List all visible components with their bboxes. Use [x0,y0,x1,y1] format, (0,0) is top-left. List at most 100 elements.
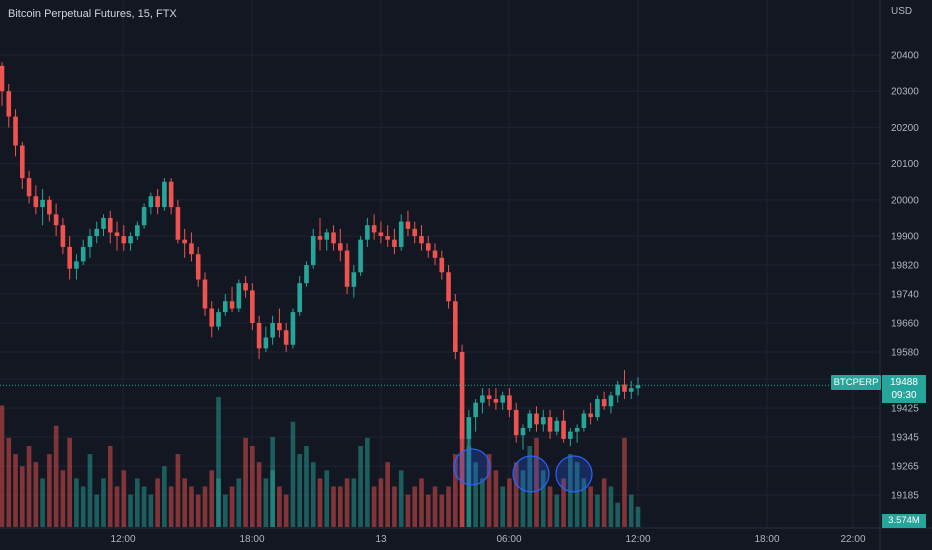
candle-body [182,239,187,244]
candle-body [527,413,533,429]
bar-countdown: 09:30 [891,390,917,401]
candle-body [419,236,424,244]
candle-body [547,417,553,432]
candle-body [270,322,275,338]
volume-bar [500,486,505,527]
candle-body [608,395,614,407]
candle-body [290,312,296,345]
candle-body [0,65,5,92]
candle-body [344,250,350,287]
candle-body [622,384,627,392]
candle-body [337,243,343,251]
volume-bar [554,494,560,527]
volume-bar [520,470,526,527]
candle-body [277,322,282,331]
volume-bar [635,506,641,527]
volume-bar [486,454,492,527]
candle-body [263,337,269,349]
volume-bar [87,454,93,527]
volume-bar [337,486,343,527]
volume-bar [256,462,262,527]
y-tick-label: 20200 [891,123,919,134]
y-tick-label: 19425 [891,404,919,415]
volume-bar [297,454,303,527]
x-tick-label: 12:00 [110,534,135,545]
last-price-value: 19488 [890,377,918,388]
volume-bar [40,478,45,527]
y-tick-label: 19265 [891,462,919,473]
candle-body [26,178,32,197]
candle-body [358,239,363,273]
volume-bar [595,494,600,527]
candle-body [162,181,167,208]
candle-body [588,413,593,418]
y-tick-label: 19185 [891,491,919,502]
volume-bar [263,478,269,527]
candle-body [371,225,377,233]
volume-bar [222,494,228,527]
volume-bar [419,478,424,527]
volume-bar [568,454,573,527]
volume-bar [168,486,174,527]
volume-bar [412,486,418,527]
candle-body [439,257,445,273]
candle-body [87,236,93,247]
volume-bar [80,486,86,527]
y-tick-label: 19580 [891,347,919,358]
volume-bar [195,494,201,527]
volume-bar [547,486,553,527]
candle-body [216,312,221,327]
candle-body [189,243,194,255]
volume-bar [581,478,587,527]
candle-body [398,221,404,247]
y-tick-label: 20400 [891,51,919,62]
candle-body [236,283,242,309]
x-tick-label: 12:00 [625,534,650,545]
volume-bar [182,478,187,527]
candle-body [53,214,59,226]
volume-bar [53,425,59,527]
candle-body [121,236,127,244]
candle-body [141,207,147,226]
candle-body [13,116,18,146]
candle-body [574,428,580,432]
volume-bar [507,478,512,527]
candle-body [513,409,519,436]
candle-body [534,413,539,425]
candle-body [135,225,140,237]
candle-body [453,301,458,352]
volume-bar [229,486,235,527]
volume-bar [304,446,309,527]
volume-bar [236,478,242,527]
candle-body [229,301,235,309]
candle-body [250,290,255,323]
volume-bar [351,478,357,527]
volume-bar [175,454,181,527]
volume-bar [189,486,194,527]
volume-bar [622,437,627,527]
volume-bar [358,446,363,527]
volume-bar [26,446,32,527]
candle-body [256,322,262,349]
symbol-badge: BTCPERP [831,375,881,390]
highlight-circle [453,448,491,486]
volume-bar [493,470,499,527]
candle-body [114,232,120,237]
last-price-badge: 19488 09:30 [882,375,926,403]
volume-bar [47,454,52,527]
x-tick-label: 18:00 [239,534,264,545]
candle-body [405,221,411,229]
candle-body [378,232,384,237]
candle-body [432,250,438,258]
candle-body [297,283,303,313]
candle-body [392,239,397,247]
volume-bar [216,397,221,527]
candle-body [425,243,431,251]
candle-body [466,417,472,439]
volume-bar [60,470,66,527]
volume-bar [19,466,25,527]
candle-body [40,199,45,208]
candle-body [493,399,499,403]
candle-body [283,330,289,345]
